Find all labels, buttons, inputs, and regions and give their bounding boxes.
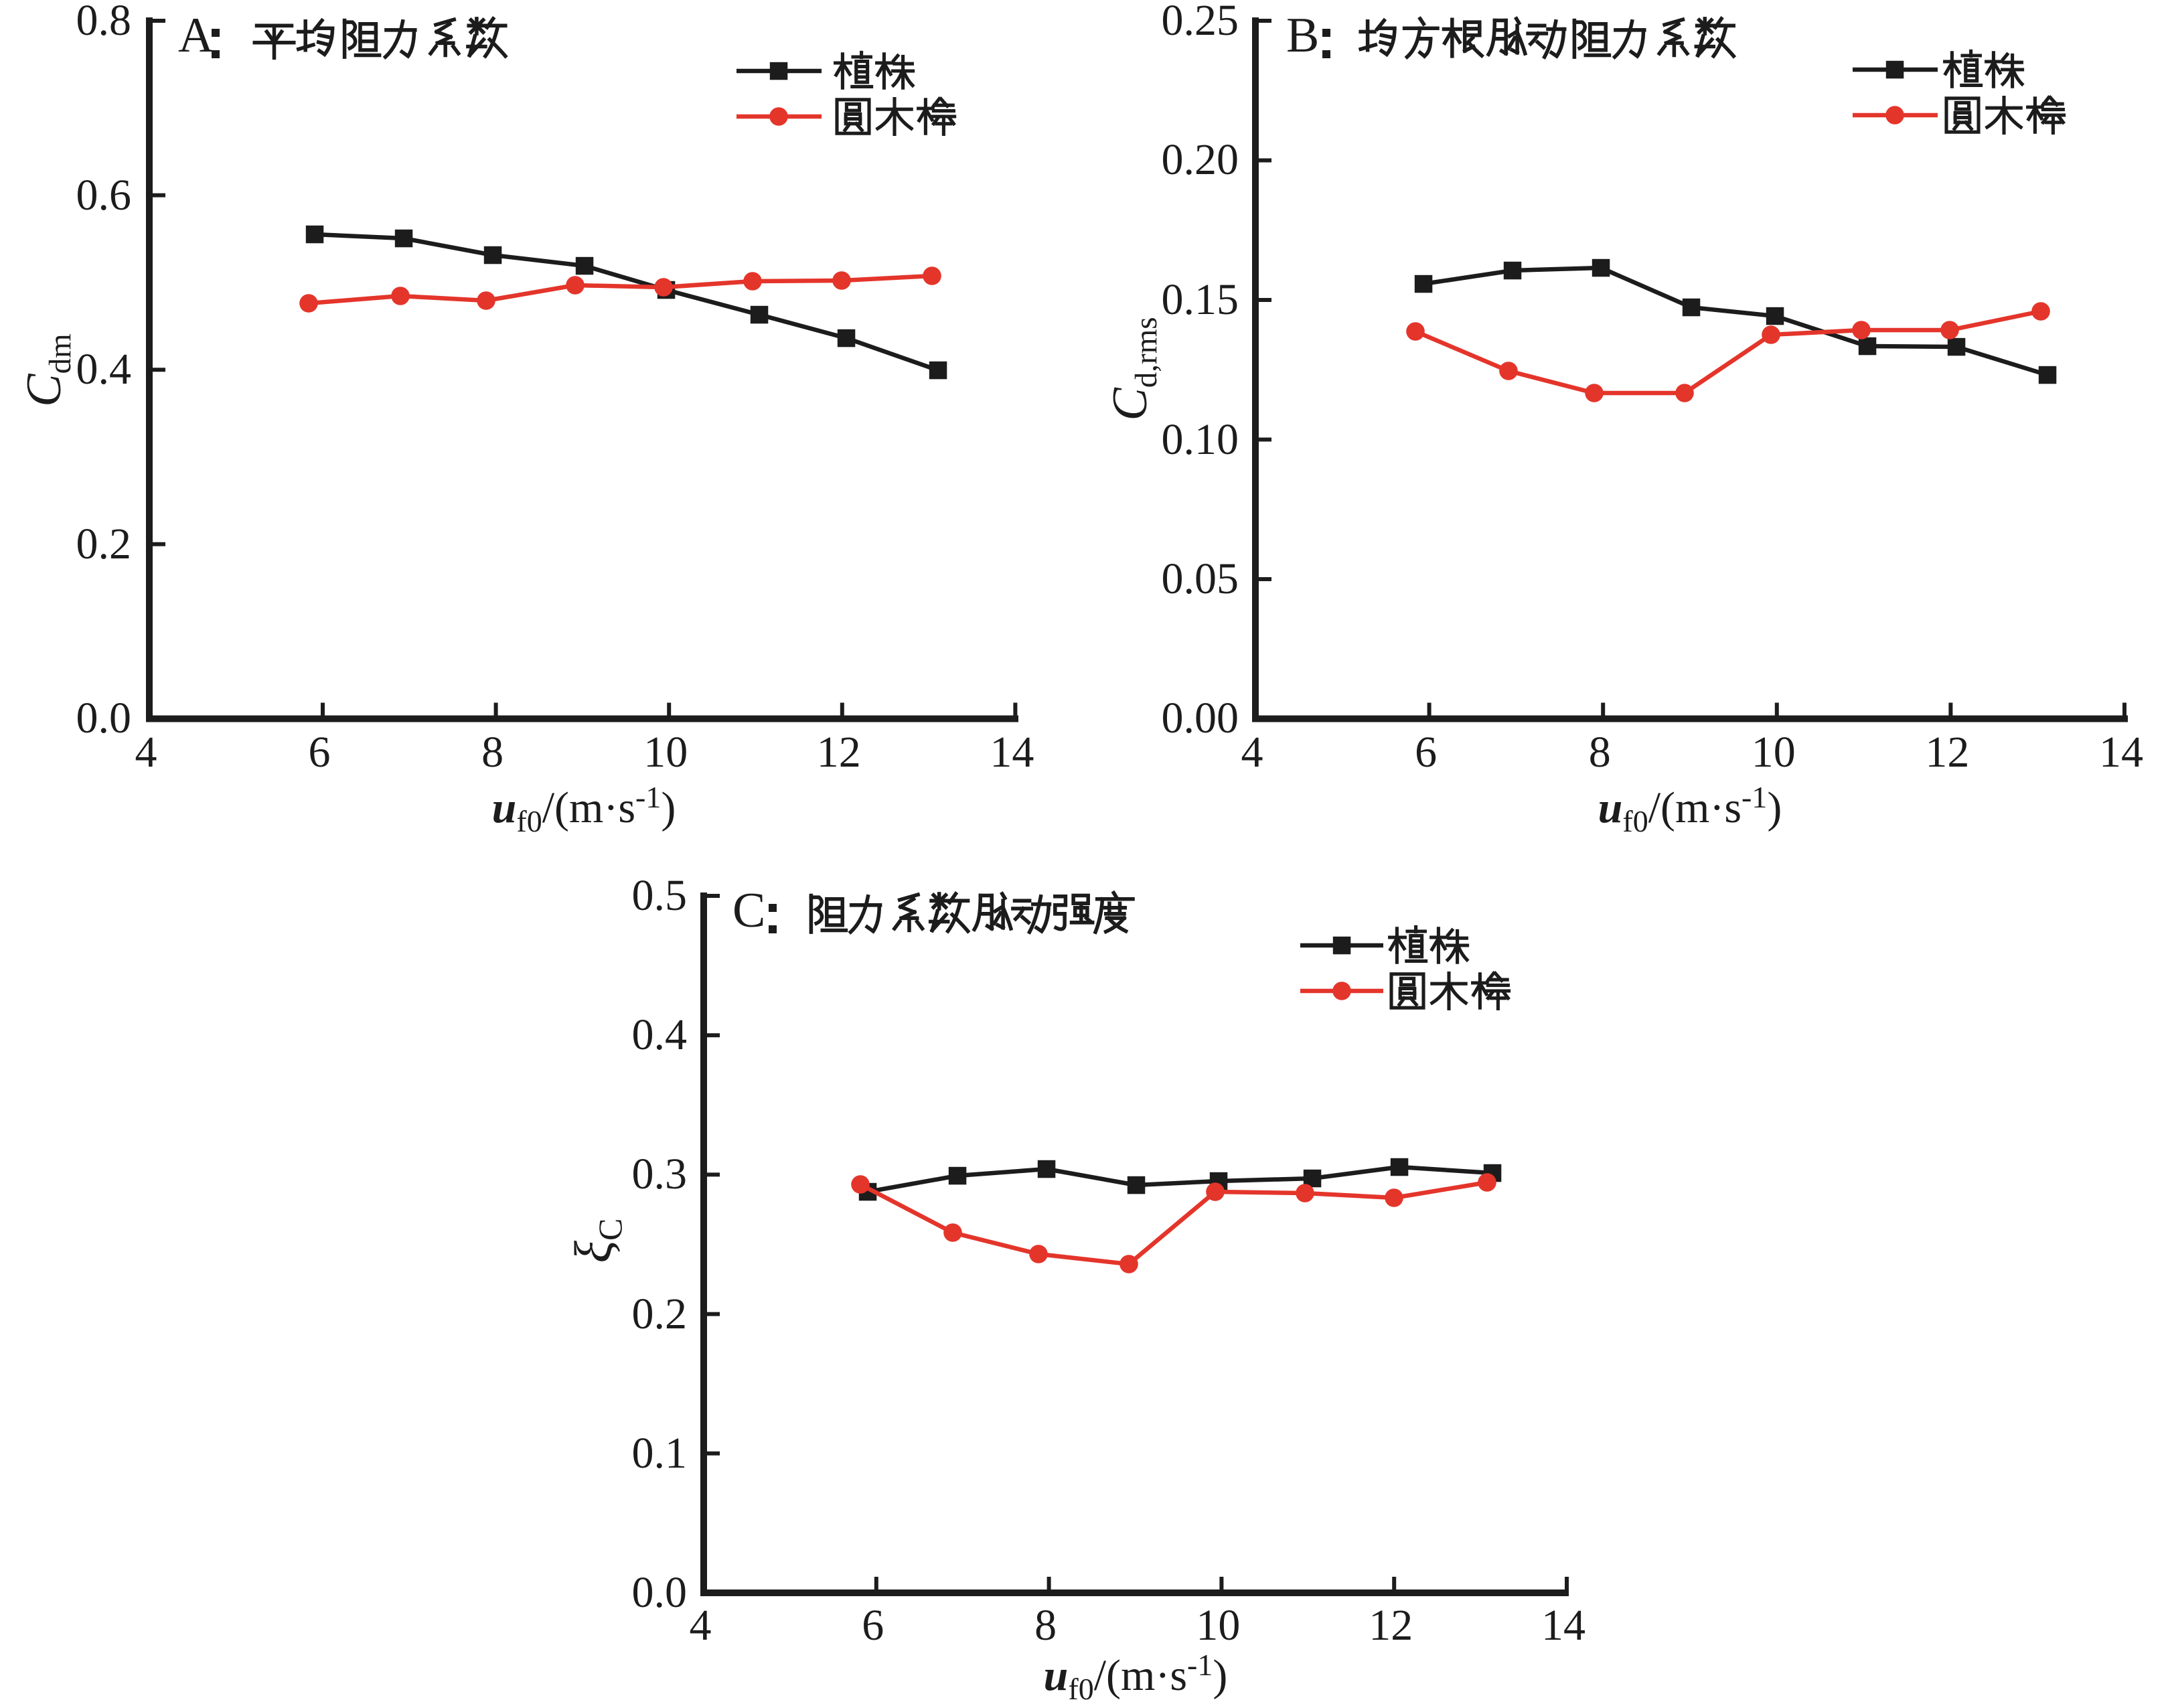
svg-text:0.0: 0.0 [632, 1568, 688, 1617]
svg-text:0.0: 0.0 [76, 694, 132, 743]
svg-text:ξC: ξC [564, 1219, 629, 1263]
svg-text:0.25: 0.25 [1162, 0, 1239, 45]
svg-text:12: 12 [1369, 1601, 1413, 1650]
svg-text:B: B [1286, 8, 1319, 63]
svg-text:6: 6 [862, 1601, 884, 1650]
svg-text:4: 4 [135, 728, 157, 777]
svg-text:uf0/(m·s-1): uf0/(m·s-1) [1044, 1648, 1228, 1706]
svg-text:0.4: 0.4 [632, 1010, 688, 1059]
svg-text:0.4: 0.4 [76, 345, 132, 394]
svg-text:0.15: 0.15 [1162, 275, 1239, 324]
svg-text:0.5: 0.5 [632, 871, 688, 920]
svg-text:0.3: 0.3 [632, 1150, 688, 1198]
svg-text:6: 6 [309, 728, 331, 777]
svg-text:uf0/(m·s-1): uf0/(m·s-1) [1598, 780, 1782, 838]
svg-text:4: 4 [1241, 728, 1263, 777]
svg-text:A: A [178, 8, 214, 63]
svg-text:12: 12 [817, 728, 861, 777]
svg-text:14: 14 [990, 728, 1034, 777]
svg-text:0.8: 0.8 [76, 0, 132, 45]
svg-text:10: 10 [1196, 1601, 1240, 1650]
svg-text:4: 4 [690, 1601, 712, 1650]
svg-text:0.10: 0.10 [1162, 415, 1239, 464]
svg-text:Cd,rms: Cd,rms [1103, 317, 1164, 420]
svg-text:0.2: 0.2 [76, 520, 132, 568]
svg-text:0.20: 0.20 [1162, 135, 1239, 184]
svg-text:10: 10 [643, 728, 688, 777]
svg-text:14: 14 [1541, 1601, 1585, 1650]
svg-text:uf0/(m·s-1): uf0/(m·s-1) [492, 780, 676, 838]
svg-text:8: 8 [1034, 1601, 1057, 1650]
svg-text:10: 10 [1752, 728, 1796, 777]
svg-text:C: C [732, 883, 765, 938]
svg-text:Cdm: Cdm [17, 333, 78, 406]
svg-text:6: 6 [1415, 728, 1437, 777]
svg-text:8: 8 [1589, 728, 1611, 777]
svg-text:0.2: 0.2 [632, 1290, 688, 1338]
svg-text:0.05: 0.05 [1162, 554, 1239, 603]
svg-text:0.6: 0.6 [76, 171, 132, 220]
svg-text:0.1: 0.1 [632, 1429, 688, 1478]
svg-text:8: 8 [481, 728, 504, 777]
svg-text:14: 14 [2099, 728, 2143, 777]
svg-text:12: 12 [1925, 728, 1969, 777]
svg-text:0.00: 0.00 [1162, 694, 1239, 743]
